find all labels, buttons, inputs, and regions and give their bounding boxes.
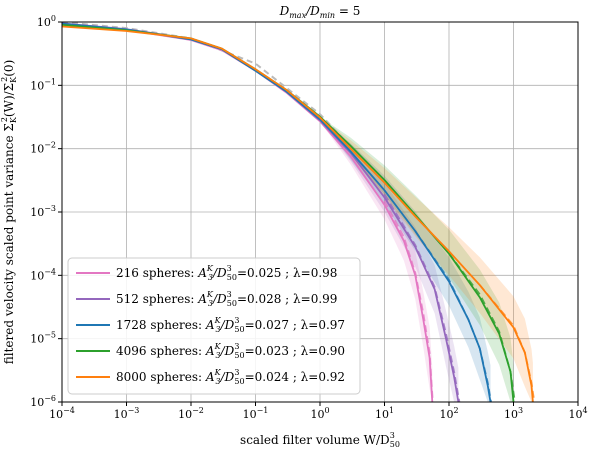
y-tick-label-3: 10−3 — [30, 204, 56, 219]
legend-label-2: 1728 spheres: AK 3/D3 50=0.027 ; λ=0.97 — [116, 316, 345, 334]
y-tick-label-0: 10−6 — [30, 394, 56, 409]
reference-curve — [62, 22, 386, 183]
chart-title: Dmax/Dmin = 5 — [279, 4, 361, 20]
y-tick-label-5: 10−1 — [30, 77, 56, 92]
title-sub2: min — [320, 11, 335, 20]
series-fit-0 — [383, 200, 434, 402]
ylabel-tail: (0) — [2, 60, 16, 77]
title-base: D — [279, 4, 290, 18]
plot-lines — [62, 22, 536, 402]
y-tick-label-1: 10−5 — [30, 331, 56, 346]
series-fit-1 — [383, 193, 461, 402]
legend-box — [67, 257, 361, 395]
ylabel-pre: filtered velocity scaled point variance … — [2, 123, 16, 364]
xlabel-sup: 3 — [390, 431, 395, 440]
series-fit-3 — [448, 253, 516, 402]
y-axis-ticks: 10−6 10−5 10−4 10−3 10−2 10−1 100 — [30, 14, 62, 409]
ylabel-sub2: K — [9, 76, 18, 83]
legend-label-1: 512 spheres: AK 3/D3 50=0.028 ; λ=0.99 — [116, 290, 337, 308]
ylabel-sup: 2 — [0, 117, 9, 122]
x-tick-label-7: 103 — [504, 406, 523, 421]
y-tick-label-4: 10−2 — [30, 141, 56, 156]
legend-label-3: 4096 spheres: AK 3/D3 50=0.023 ; λ=0.90 — [116, 342, 345, 360]
x-tick-label-0: 10−4 — [49, 406, 75, 421]
xlabel-base: scaled filter volume W/D — [240, 433, 390, 447]
xlabel-sub: 50 — [390, 440, 400, 449]
x-axis-ticks: 10−4 10−3 10−2 10−1 100 101 102 103 104 — [49, 402, 588, 421]
x-tick-label-8: 104 — [568, 406, 587, 421]
y-tick-label-2: 10−4 — [30, 267, 56, 282]
ylabel-mid: (W)/Σ — [2, 83, 16, 117]
series-fit-4 — [479, 284, 536, 402]
y-axis-label: filtered velocity scaled point variance … — [0, 60, 18, 365]
x-tick-label-3: 10−1 — [243, 406, 269, 421]
ylabel-sub: K — [9, 116, 18, 123]
ylabel-sup2: 2 — [0, 77, 9, 82]
legend-entries: 216 spheres: AK 3/D3 50=0.025 ; λ=0.98 512 … — [76, 264, 345, 386]
title-sub1: max — [289, 11, 306, 20]
x-tick-label-2: 10−2 — [178, 406, 204, 421]
legend: 216 spheres: AK 3/D3 50=0.025 ; λ=0.98 512 … — [67, 257, 361, 395]
title-mid: /D — [305, 4, 320, 18]
band-1 — [320, 120, 459, 402]
x-tick-label-1: 10−3 — [114, 406, 140, 421]
legend-label-0: 216 spheres: AK 3/D3 50=0.025 ; λ=0.98 — [116, 264, 337, 282]
x-axis-label: scaled filter volume W/D3 50 — [240, 431, 400, 449]
legend-label-4: 8000 spheres: AK 3/D3 50=0.024 ; λ=0.92 — [116, 368, 345, 386]
y-tick-label-6: 100 — [37, 14, 56, 29]
x-tick-label-6: 102 — [439, 406, 458, 421]
x-tick-label-4: 100 — [310, 406, 329, 421]
title-tail: = 5 — [335, 4, 360, 18]
x-tick-label-5: 101 — [375, 406, 394, 421]
series-fit-2 — [414, 230, 492, 402]
